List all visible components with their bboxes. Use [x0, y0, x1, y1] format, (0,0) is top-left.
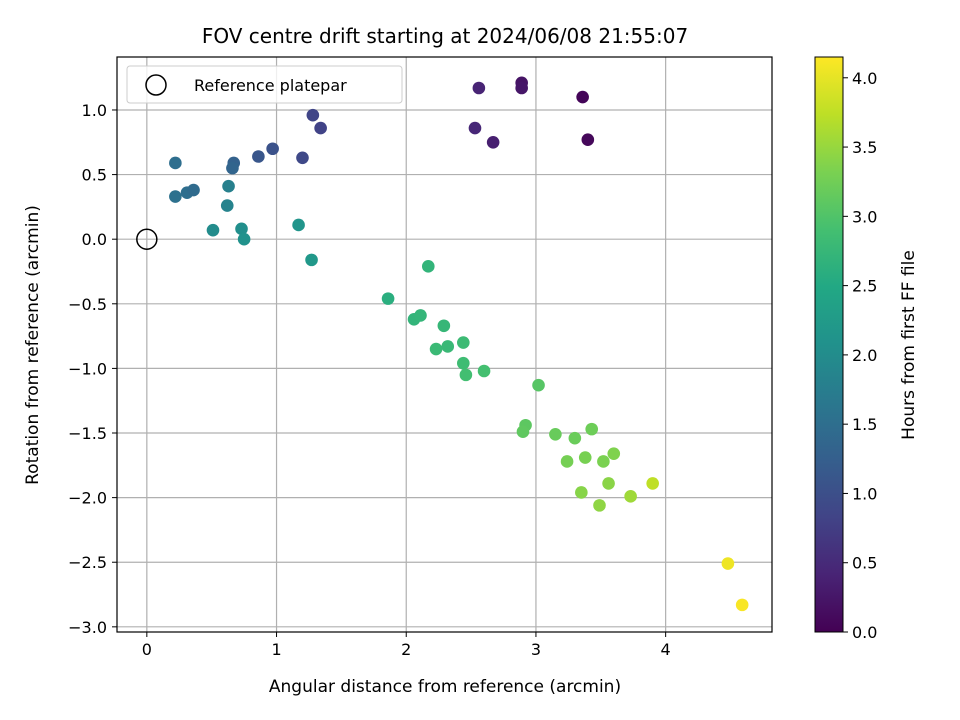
- colorbar-tick-label: 1.0: [852, 484, 877, 503]
- data-point: [585, 422, 599, 436]
- colorbar-tick-label: 2.0: [852, 346, 877, 365]
- x-tick-label: 1: [271, 640, 281, 659]
- data-point: [581, 133, 595, 146]
- legend-label: Reference platepar: [194, 76, 347, 95]
- legend-reference-marker: [145, 74, 167, 96]
- data-point: [607, 447, 621, 460]
- y-tick-label: −2.5: [68, 553, 107, 572]
- legend: Reference platepar: [126, 65, 403, 104]
- data-point: [314, 121, 327, 135]
- data-point: [421, 260, 435, 273]
- scatter-points: [136, 76, 749, 612]
- data-point: [477, 364, 491, 378]
- data-point: [486, 135, 500, 149]
- data-point: [560, 455, 574, 468]
- colorbar-tick-label: 2.5: [852, 277, 877, 296]
- y-tick-label: −1.5: [68, 424, 107, 443]
- grid: [117, 57, 772, 632]
- y-tick-label: −3.0: [68, 618, 107, 637]
- colorbar-tick-label: 3.5: [852, 138, 877, 157]
- data-point: [597, 455, 610, 468]
- reference-platepar-marker: [136, 228, 158, 250]
- data-point: [381, 292, 395, 305]
- x-axis-label: Angular distance from reference (arcmin): [269, 677, 621, 697]
- data-point: [292, 218, 305, 232]
- data-point: [169, 156, 182, 170]
- colorbar-tick-label: 3.0: [852, 207, 877, 226]
- data-point: [532, 378, 545, 392]
- x-tick-label: 4: [661, 640, 671, 659]
- data-point: [305, 253, 318, 267]
- data-point: [624, 490, 637, 503]
- data-point: [169, 190, 182, 203]
- data-point: [441, 340, 455, 353]
- x-axis-ticks: 0 1 2 3 4: [142, 632, 671, 659]
- data-point: [187, 183, 200, 197]
- colorbar: 0.0 0.5 1.0 1.5 2.0 2.5 3.0 3.5 4.0 Hours from f…: [814, 56, 919, 642]
- x-tick-label: 2: [401, 640, 411, 659]
- chart-title: FOV centre drift starting at 2024/06/08 …: [202, 24, 688, 48]
- data-point: [306, 108, 320, 122]
- data-point: [735, 598, 749, 612]
- y-tick-label: 0.5: [82, 166, 107, 185]
- y-tick-label: 0.0: [82, 230, 107, 249]
- colorbar-tick-label: 0.0: [852, 623, 877, 642]
- data-point: [578, 451, 592, 464]
- colorbar-tick-label: 0.5: [852, 554, 877, 573]
- colorbar-tick-label: 1.5: [852, 415, 877, 434]
- data-point: [721, 557, 735, 570]
- y-tick-label: −2.0: [68, 489, 107, 508]
- x-tick-label: 3: [531, 640, 541, 659]
- data-point: [602, 477, 615, 490]
- data-point: [429, 342, 443, 356]
- data-point: [459, 368, 473, 382]
- data-point: [576, 90, 589, 104]
- x-tick-label: 0: [142, 640, 152, 659]
- colorbar-ticks: 0.0 0.5 1.0 1.5 2.0 2.5 3.0 3.5 4.0: [843, 69, 877, 642]
- data-point: [206, 223, 220, 237]
- data-point: [646, 477, 659, 490]
- data-point: [468, 121, 482, 135]
- data-point: [549, 428, 562, 441]
- y-tick-label: −0.5: [68, 295, 107, 314]
- data-point: [414, 309, 427, 322]
- data-point: [437, 319, 451, 333]
- data-point: [296, 151, 309, 165]
- data-point: [515, 81, 528, 95]
- y-tick-label: −1.0: [68, 359, 107, 378]
- data-point: [593, 499, 606, 512]
- legend-box: [126, 65, 403, 104]
- colorbar-gradient: [814, 56, 844, 633]
- data-point: [457, 356, 470, 370]
- colorbar-label: Hours from first FF file: [899, 250, 919, 440]
- data-point: [235, 222, 248, 236]
- data-point: [472, 81, 486, 95]
- y-axis-ticks: −3.0 −2.5 −2.0 −1.5 −1.0 −0.5 0.0 0.5 1.0: [68, 101, 117, 637]
- data-point: [237, 232, 251, 246]
- y-tick-label: 1.0: [82, 101, 107, 120]
- data-point: [252, 150, 265, 163]
- data-point: [222, 179, 235, 193]
- data-point: [516, 425, 530, 439]
- data-point: [266, 142, 279, 156]
- colorbar-tick-label: 4.0: [852, 69, 877, 88]
- data-point: [575, 486, 588, 499]
- plot-area-frame: [116, 56, 773, 633]
- y-axis-label: Rotation from reference (arcmin): [23, 205, 43, 485]
- data-point: [220, 199, 234, 212]
- data-point: [226, 161, 239, 175]
- data-point: [568, 431, 582, 445]
- data-point: [457, 336, 470, 349]
